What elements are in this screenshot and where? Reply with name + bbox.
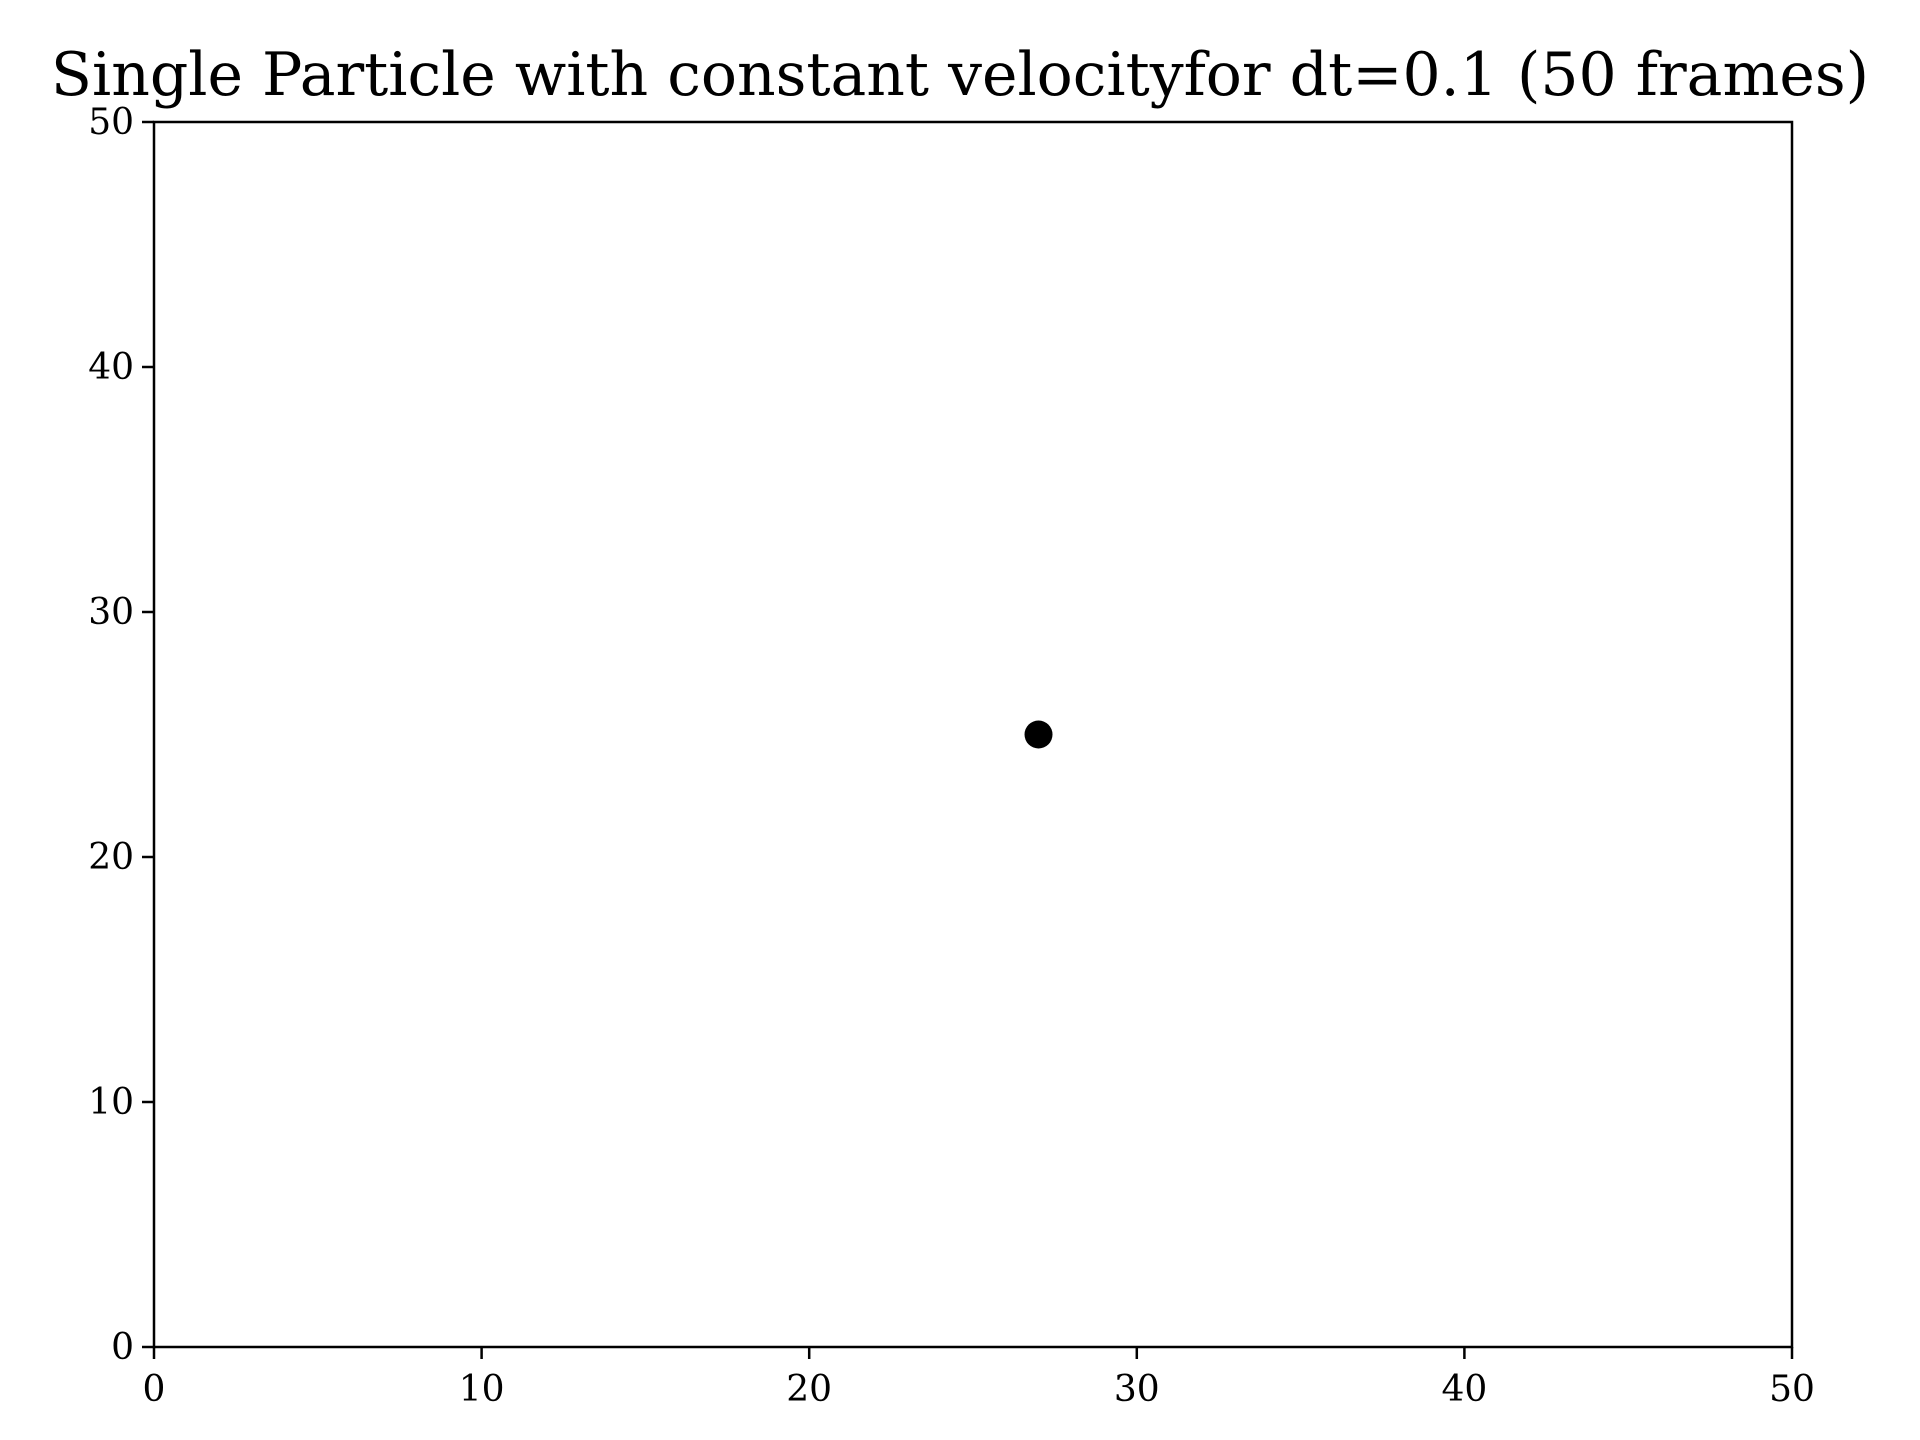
y-tick-label: 40 (88, 347, 134, 388)
plot-area (152, 120, 1794, 1349)
y-tick-label: 20 (88, 837, 134, 878)
particle-point (1024, 720, 1053, 749)
x-tick-label: 0 (143, 1369, 166, 1410)
axis-ticks: 0 10 20 30 40 50 0 10 20 30 40 50 (88, 102, 1815, 1410)
chart-title: Single Particle with constant velocityfo… (51, 40, 1869, 110)
x-tick-label: 40 (1441, 1369, 1487, 1410)
x-tick-label: 10 (459, 1369, 505, 1410)
x-tick-label: 50 (1769, 1369, 1815, 1410)
axes-frame (152, 120, 1794, 1349)
y-tick-label: 0 (111, 1327, 134, 1368)
x-tick-label: 30 (1114, 1369, 1160, 1410)
x-tick-label: 20 (786, 1369, 832, 1410)
y-tick-label: 10 (88, 1082, 134, 1123)
y-tick-label: 50 (88, 102, 134, 143)
y-tick-label: 30 (88, 592, 134, 633)
data-points (1024, 720, 1053, 749)
